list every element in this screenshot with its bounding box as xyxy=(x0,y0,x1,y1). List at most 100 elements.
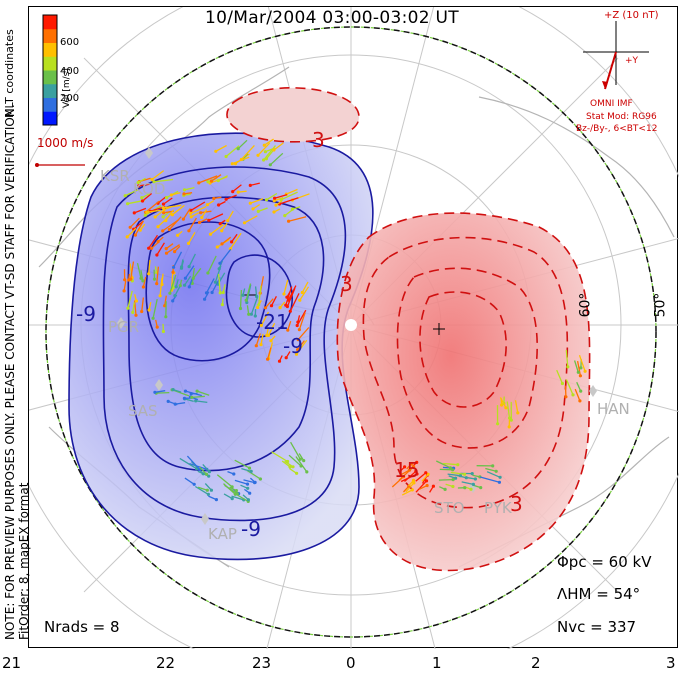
velocity-vector-origin xyxy=(156,225,160,229)
velocity-vector-origin xyxy=(412,481,416,485)
colorbar-swatch xyxy=(43,111,57,126)
velocity-vector xyxy=(295,456,308,473)
velocity-vector-origin xyxy=(236,147,240,151)
velocity-vector-origin xyxy=(256,209,260,213)
velocity-vector xyxy=(188,217,197,232)
velocity-vector-origin xyxy=(147,308,151,312)
velocity-vector-origin xyxy=(182,192,186,196)
velocity-vector xyxy=(190,206,207,214)
velocity-vector-origin xyxy=(150,177,154,182)
velocity-vector xyxy=(260,333,264,345)
velocity-vector-origin xyxy=(168,291,172,295)
velocity-vector xyxy=(415,472,427,482)
velocity-vector xyxy=(267,322,276,336)
velocity-vector-origin xyxy=(507,416,512,420)
velocity-vector xyxy=(299,286,310,301)
velocity-vector xyxy=(234,479,248,485)
velocity-vector xyxy=(229,232,242,250)
velocity-vector-origin xyxy=(279,198,283,202)
velocity-vector xyxy=(281,460,291,468)
velocity-vector-origin xyxy=(291,465,295,469)
velocity-vector xyxy=(216,474,233,488)
velocity-vector-origin xyxy=(443,487,447,491)
velocity-vector-origin xyxy=(131,310,135,314)
velocity-vector-origin xyxy=(125,235,129,239)
velocity-vector-origin xyxy=(257,303,261,307)
contour-label-neg-9b: -9 xyxy=(283,334,303,358)
velocity-vector xyxy=(436,460,451,469)
velocity-vector xyxy=(258,207,268,213)
velocity-vector-origin xyxy=(273,196,277,200)
velocity-vector-origin xyxy=(195,389,199,393)
velocity-vector xyxy=(154,390,166,393)
velocity-vector-origin xyxy=(288,309,292,313)
velocity-vector xyxy=(179,457,197,470)
colorbar-swatch xyxy=(43,56,57,71)
velocity-vector-origin xyxy=(263,306,268,310)
scale-vector xyxy=(35,163,85,167)
velocity-vector-origin xyxy=(431,484,435,488)
colorbar-swatch xyxy=(43,42,57,57)
velocity-vector xyxy=(255,333,261,346)
velocity-vector-origin xyxy=(218,261,222,265)
velocity-vector xyxy=(301,281,309,293)
velocity-vector-origin xyxy=(287,219,291,223)
velocity-vector-origin xyxy=(161,329,165,334)
velocity-vector-origin xyxy=(217,203,221,207)
velocity-vector xyxy=(159,277,163,296)
velocity-vector-origin xyxy=(224,154,228,159)
colorbar-swatch xyxy=(43,83,57,98)
stat-phi-pc: Φpc = 60 kV xyxy=(557,553,652,571)
mlt-tick-2: 2 xyxy=(531,654,541,672)
velocity-vectors xyxy=(122,138,587,503)
velocity-vector-origin xyxy=(263,150,267,154)
velocity-vector-origin xyxy=(256,305,260,310)
velocity-vector xyxy=(499,397,507,409)
velocity-vector xyxy=(210,224,224,235)
velocity-vector-origin xyxy=(266,357,270,361)
velocity-vector-origin xyxy=(214,149,218,153)
velocity-vector-origin xyxy=(153,215,157,219)
velocity-vector-origin xyxy=(181,217,185,221)
velocity-vector xyxy=(237,139,248,150)
velocity-vector-origin xyxy=(132,211,136,215)
velocity-vector xyxy=(156,266,160,284)
velocity-vector-origin xyxy=(197,220,202,225)
velocity-vector xyxy=(133,221,144,230)
velocity-vector-origin xyxy=(470,472,474,476)
velocity-vector-origin xyxy=(140,196,144,200)
velocity-vector xyxy=(576,381,582,392)
velocity-vector-origin xyxy=(411,478,416,482)
velocity-vector xyxy=(198,175,218,184)
velocity-vector xyxy=(184,477,195,485)
velocity-vector xyxy=(270,295,277,307)
velocity-vector-origin xyxy=(205,203,209,207)
velocity-vector xyxy=(165,209,175,221)
velocity-vector xyxy=(196,390,210,396)
velocity-vector-origin xyxy=(454,476,458,480)
velocity-vector xyxy=(129,217,140,228)
velocity-vector-origin xyxy=(298,298,302,302)
velocity-vector-origin xyxy=(254,344,258,348)
velocity-vector-origin xyxy=(509,418,513,422)
velocity-vector xyxy=(266,192,278,201)
velocity-vector-origin xyxy=(297,328,301,332)
velocity-vector-origin xyxy=(153,390,157,394)
stat-n-vc: Nvc = 337 xyxy=(557,618,637,636)
hm-boundary-green xyxy=(45,26,657,638)
velocity-vector-origin xyxy=(158,294,162,298)
velocity-vector-origin xyxy=(164,219,168,223)
station-kod: KOD xyxy=(133,180,166,198)
velocity-vector-origin xyxy=(171,388,175,392)
velocity-vector-origin xyxy=(579,389,583,393)
velocity-vector-origin xyxy=(278,306,282,310)
velocity-vector-origin xyxy=(207,474,211,478)
hm-boundary xyxy=(45,26,657,638)
velocity-vector-origin xyxy=(282,292,286,296)
velocity-vector-origin xyxy=(172,265,176,269)
velocity-vector xyxy=(148,259,151,274)
velocity-vector xyxy=(141,297,145,312)
velocity-vector xyxy=(126,227,137,238)
velocity-vector-origin xyxy=(283,214,287,218)
velocity-vector-origin xyxy=(183,276,187,280)
